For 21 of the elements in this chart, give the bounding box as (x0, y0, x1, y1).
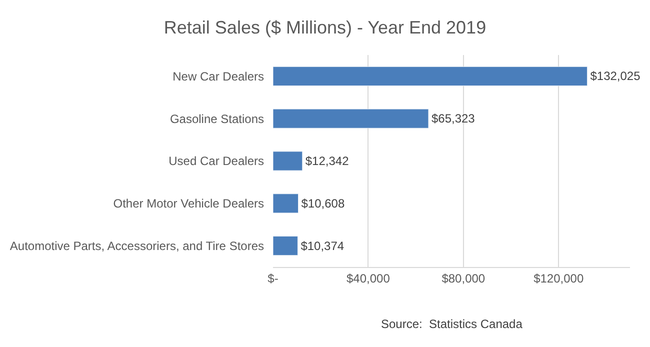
bar (273, 151, 303, 171)
bar (273, 108, 429, 128)
y-tick-label: Other Motor Vehicle Dealers (113, 196, 264, 211)
bar (273, 194, 298, 214)
y-tick-label: New Car Dealers (172, 69, 264, 84)
y-tick-label: Used Car Dealers (168, 154, 264, 168)
x-tick-label: $120,000 (534, 271, 584, 286)
y-tick-label: Automotive Parts, Accessoriers, and Tire Stores (10, 239, 264, 253)
data-label: $65,323 (431, 112, 476, 126)
chart-title: Retail Sales ($ Millions) - Year End 2019 (164, 17, 486, 38)
source-note: Source: Statistics Canada (381, 317, 523, 331)
data-label: $12,342 (305, 154, 350, 168)
bar (273, 236, 298, 256)
data-label: $10,608 (301, 196, 345, 210)
bar (273, 66, 588, 86)
data-label: $10,374 (300, 238, 344, 253)
data-label: $132,025 (590, 69, 641, 84)
x-tick-label: $80,000 (442, 271, 486, 286)
y-tick-label: Gasoline Stations (170, 112, 264, 126)
x-tick-label: $- (268, 271, 278, 286)
x-tick-label: $40,000 (346, 271, 390, 286)
